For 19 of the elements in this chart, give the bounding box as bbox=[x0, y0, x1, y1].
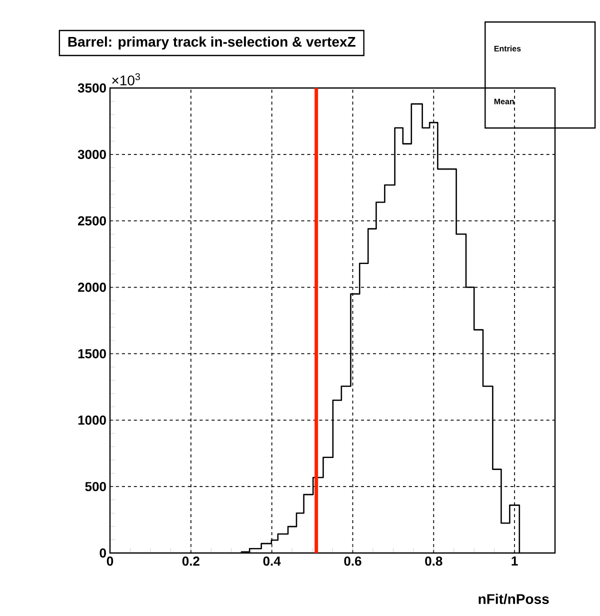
annotation: Mean bbox=[494, 98, 514, 104]
x-tick-label: 0.8 bbox=[425, 556, 442, 566]
x-axis-title: nFit/nPoss bbox=[478, 594, 549, 604]
y-tick-label: 2000 bbox=[78, 282, 106, 292]
x-tick-label: 0.2 bbox=[182, 556, 200, 566]
y-tick-label: 500 bbox=[85, 482, 106, 492]
y-tick-label: 2500 bbox=[78, 216, 106, 226]
text: Entries bbox=[494, 46, 521, 52]
x-tick-label: 1 bbox=[512, 556, 518, 566]
x-tick-label: 0 bbox=[106, 556, 114, 566]
x-tick-label: 0.6 bbox=[344, 556, 362, 566]
y-tick-label: 3000 bbox=[78, 150, 106, 160]
y-tick-label: 1500 bbox=[78, 349, 106, 358]
y-tick-label: 0 bbox=[100, 548, 106, 558]
y-axis-title: ×10$^{3}$ bbox=[112, 73, 140, 86]
y-tick-label: 1000 bbox=[78, 416, 106, 425]
x-tick-label: 0.4 bbox=[263, 556, 281, 566]
y-tick-label: 3500 bbox=[78, 83, 106, 93]
chart-title: Barrel: primary track in-selection & vertexZ bbox=[68, 36, 356, 50]
